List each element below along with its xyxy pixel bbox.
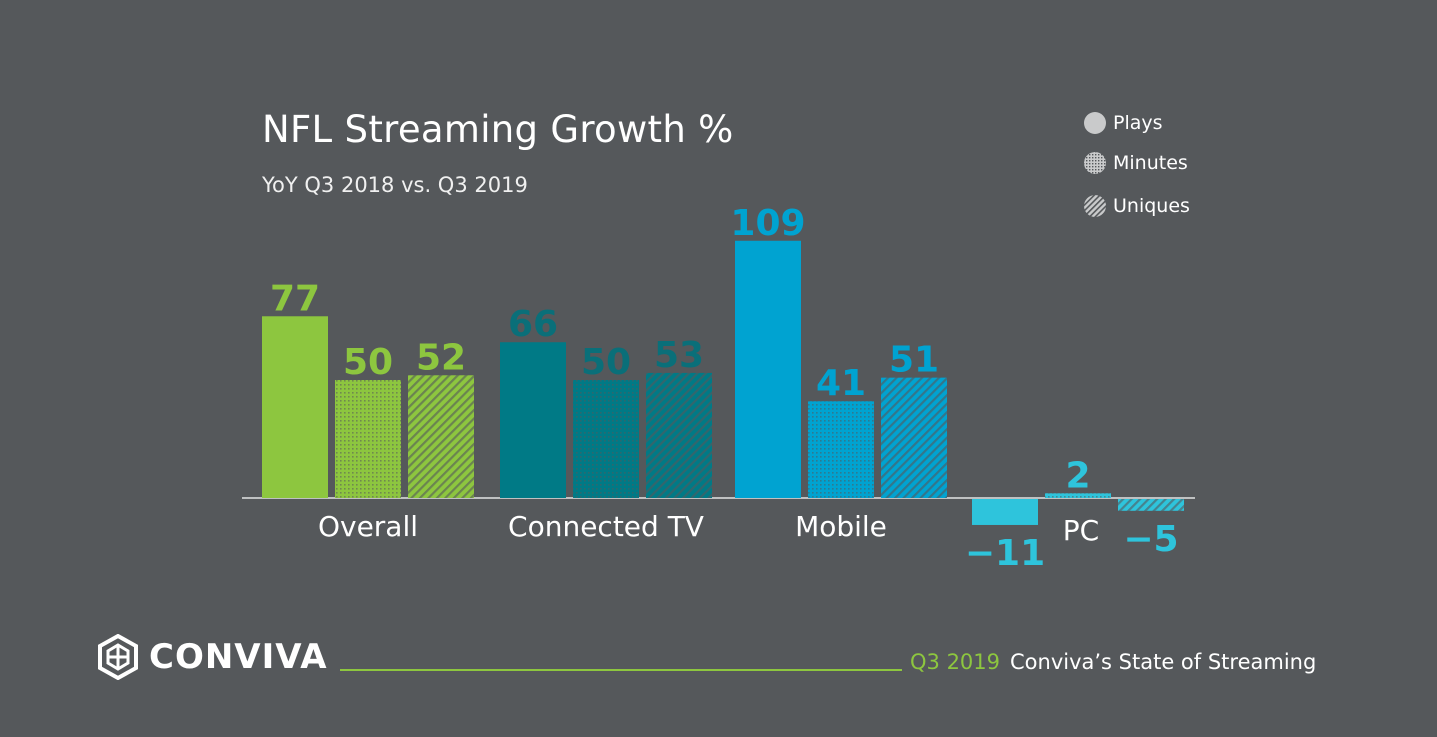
value-label-connected-tv-uniques: 53 (654, 335, 704, 376)
legend-swatch-plays (1084, 112, 1106, 134)
category-label-pc: PC (1063, 514, 1099, 547)
bar-connected-tv-uniques (646, 372, 712, 498)
chart-title: NFL Streaming Growth % (262, 108, 734, 151)
value-label-connected-tv-plays: 66 (508, 304, 558, 345)
value-label-pc-minutes: 2 (1065, 455, 1090, 496)
legend-label-uniques: Uniques (1113, 195, 1190, 217)
value-label-overall-minutes: 50 (343, 342, 393, 383)
bar-pc-plays (972, 499, 1038, 525)
conviva-logo-icon (98, 634, 138, 680)
conviva-logo: CONVIVA (97, 634, 328, 680)
legend-item-plays: Plays (1083, 110, 1163, 136)
category-label-mobile: Mobile (795, 510, 887, 543)
value-label-mobile-uniques: 51 (889, 340, 939, 381)
bar-mobile-minutes (808, 401, 874, 498)
footer-quarter: Q3 2019 (910, 650, 1001, 674)
legend-swatch-minutes (1084, 152, 1106, 174)
footer-report-title: Conviva’s State of Streaming (1010, 650, 1317, 674)
legend-item-minutes: Minutes (1083, 150, 1188, 176)
legend-label-minutes: Minutes (1113, 152, 1188, 174)
value-label-overall-uniques: 52 (416, 337, 466, 378)
legend-label-plays: Plays (1113, 112, 1163, 134)
value-label-pc-uniques: −5 (1123, 519, 1178, 560)
bar-overall-uniques (408, 375, 474, 498)
bar-overall-minutes (335, 380, 401, 498)
value-label-overall-plays: 77 (270, 278, 320, 319)
bar-pc-uniques (1118, 499, 1184, 511)
category-label-connected-tv: Connected TV (508, 510, 704, 543)
bar-pc-minutes (1045, 493, 1111, 498)
value-label-connected-tv-minutes: 50 (581, 342, 631, 383)
legend-swatch-uniques (1084, 195, 1106, 217)
bar-connected-tv-minutes (573, 380, 639, 498)
bar-overall-plays (262, 316, 328, 498)
brand-name: CONVIVA (149, 637, 328, 677)
chart-bars: 77 50 52 Overall 66 50 53 Connected TV 109 41 51 Mo… (242, 203, 1195, 574)
value-label-mobile-minutes: 41 (816, 363, 866, 404)
bar-connected-tv-plays (500, 342, 566, 498)
footer-divider (340, 669, 902, 671)
bar-mobile-uniques (881, 377, 947, 498)
legend-item-uniques: Uniques (1083, 193, 1190, 219)
value-label-pc-plays: −11 (965, 533, 1045, 574)
category-label-overall: Overall (318, 510, 418, 543)
chart-subtitle: YoY Q3 2018 vs. Q3 2019 (262, 173, 528, 197)
value-label-mobile-plays: 109 (730, 203, 805, 244)
bar-mobile-plays (735, 240, 801, 498)
